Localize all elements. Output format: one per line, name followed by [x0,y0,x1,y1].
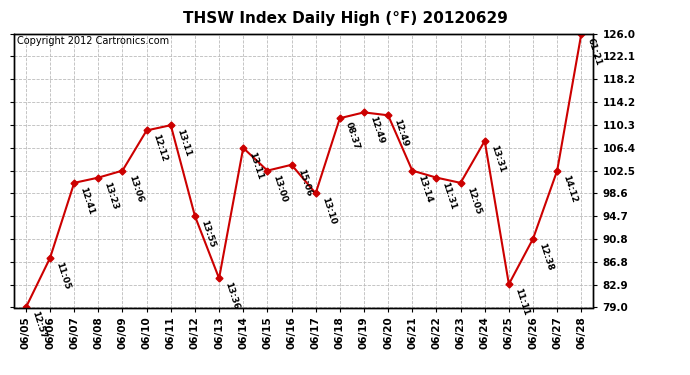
Text: 12:12: 12:12 [151,133,168,163]
Text: 11:31: 11:31 [441,180,458,210]
Text: 13:06: 13:06 [127,173,144,203]
Text: 14:12: 14:12 [562,173,579,204]
Text: 13:10: 13:10 [320,196,337,226]
Text: 13:00: 13:00 [272,173,289,203]
Text: 13:31: 13:31 [489,144,506,174]
Text: Copyright 2012 Cartronics.com: Copyright 2012 Cartronics.com [17,36,169,46]
Text: 13:23: 13:23 [103,180,120,210]
Text: 08:37: 08:37 [344,121,362,151]
Text: THSW Index Daily High (°F) 20120629: THSW Index Daily High (°F) 20120629 [183,11,507,26]
Text: 61:21: 61:21 [586,36,603,66]
Text: 12:49: 12:49 [393,118,410,148]
Text: 12:57: 12:57 [30,310,48,340]
Text: 12:41: 12:41 [79,186,96,216]
Text: 13:14: 13:14 [417,173,434,204]
Text: 15:06: 15:06 [296,168,313,198]
Text: 13:55: 13:55 [199,219,217,249]
Text: 11:11: 11:11 [513,287,531,317]
Text: 11:05: 11:05 [55,261,72,291]
Text: 12:05: 12:05 [465,186,482,216]
Text: 12:38: 12:38 [538,242,555,272]
Text: 13:11: 13:11 [175,128,193,158]
Text: 13:11: 13:11 [248,151,265,181]
Text: 13:36: 13:36 [224,281,241,311]
Text: 12:49: 12:49 [368,115,386,146]
